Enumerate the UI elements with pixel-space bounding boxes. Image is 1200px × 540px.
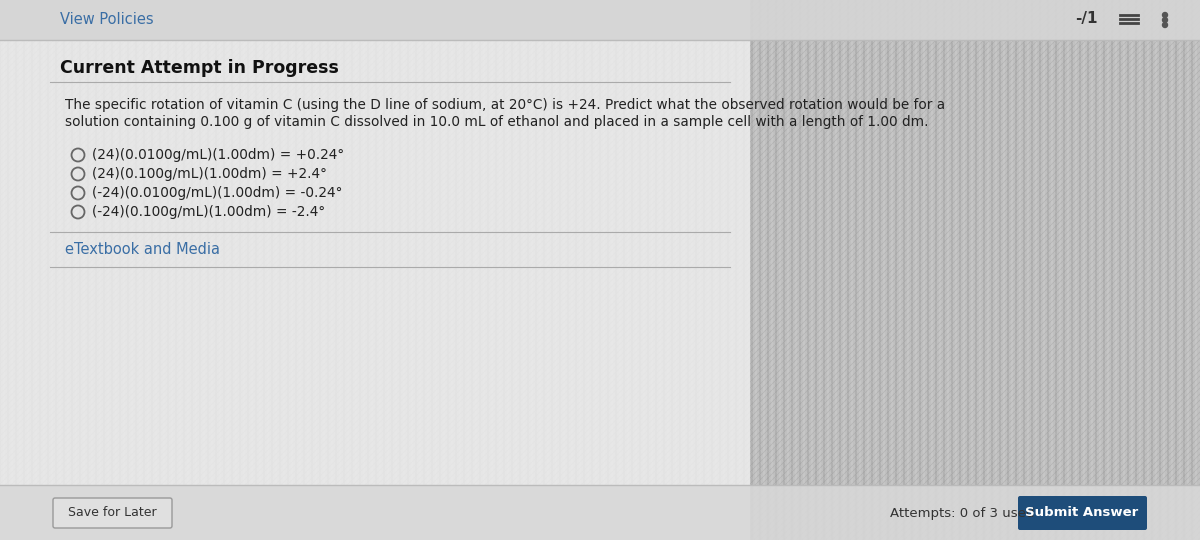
Text: (24)(0.0100g/mL)(1.00dm) = +0.24°: (24)(0.0100g/mL)(1.00dm) = +0.24° <box>92 148 344 162</box>
FancyBboxPatch shape <box>0 0 1200 40</box>
Text: View Policies: View Policies <box>60 12 154 28</box>
Circle shape <box>1163 23 1168 28</box>
Text: (24)(0.100g/mL)(1.00dm) = +2.4°: (24)(0.100g/mL)(1.00dm) = +2.4° <box>92 167 326 181</box>
FancyBboxPatch shape <box>0 0 750 540</box>
Text: Attempts: 0 of 3 used: Attempts: 0 of 3 used <box>890 507 1034 519</box>
FancyBboxPatch shape <box>1018 496 1147 530</box>
Text: (-24)(0.0100g/mL)(1.00dm) = -0.24°: (-24)(0.0100g/mL)(1.00dm) = -0.24° <box>92 186 342 200</box>
FancyBboxPatch shape <box>0 485 1200 540</box>
Text: The specific rotation of vitamin C (using the D line of sodium, at 20°C) is +24.: The specific rotation of vitamin C (usin… <box>65 98 946 112</box>
FancyBboxPatch shape <box>53 498 172 528</box>
Text: eTextbook and Media: eTextbook and Media <box>65 242 220 258</box>
Circle shape <box>1163 12 1168 17</box>
Text: (-24)(0.100g/mL)(1.00dm) = -2.4°: (-24)(0.100g/mL)(1.00dm) = -2.4° <box>92 205 325 219</box>
Text: Current Attempt in Progress: Current Attempt in Progress <box>60 59 338 77</box>
Text: solution containing 0.100 g of vitamin C dissolved in 10.0 mL of ethanol and pla: solution containing 0.100 g of vitamin C… <box>65 115 929 129</box>
Circle shape <box>1163 17 1168 23</box>
Text: Submit Answer: Submit Answer <box>1025 507 1139 519</box>
Text: Save for Later: Save for Later <box>67 507 156 519</box>
Text: -/1: -/1 <box>1075 10 1098 25</box>
